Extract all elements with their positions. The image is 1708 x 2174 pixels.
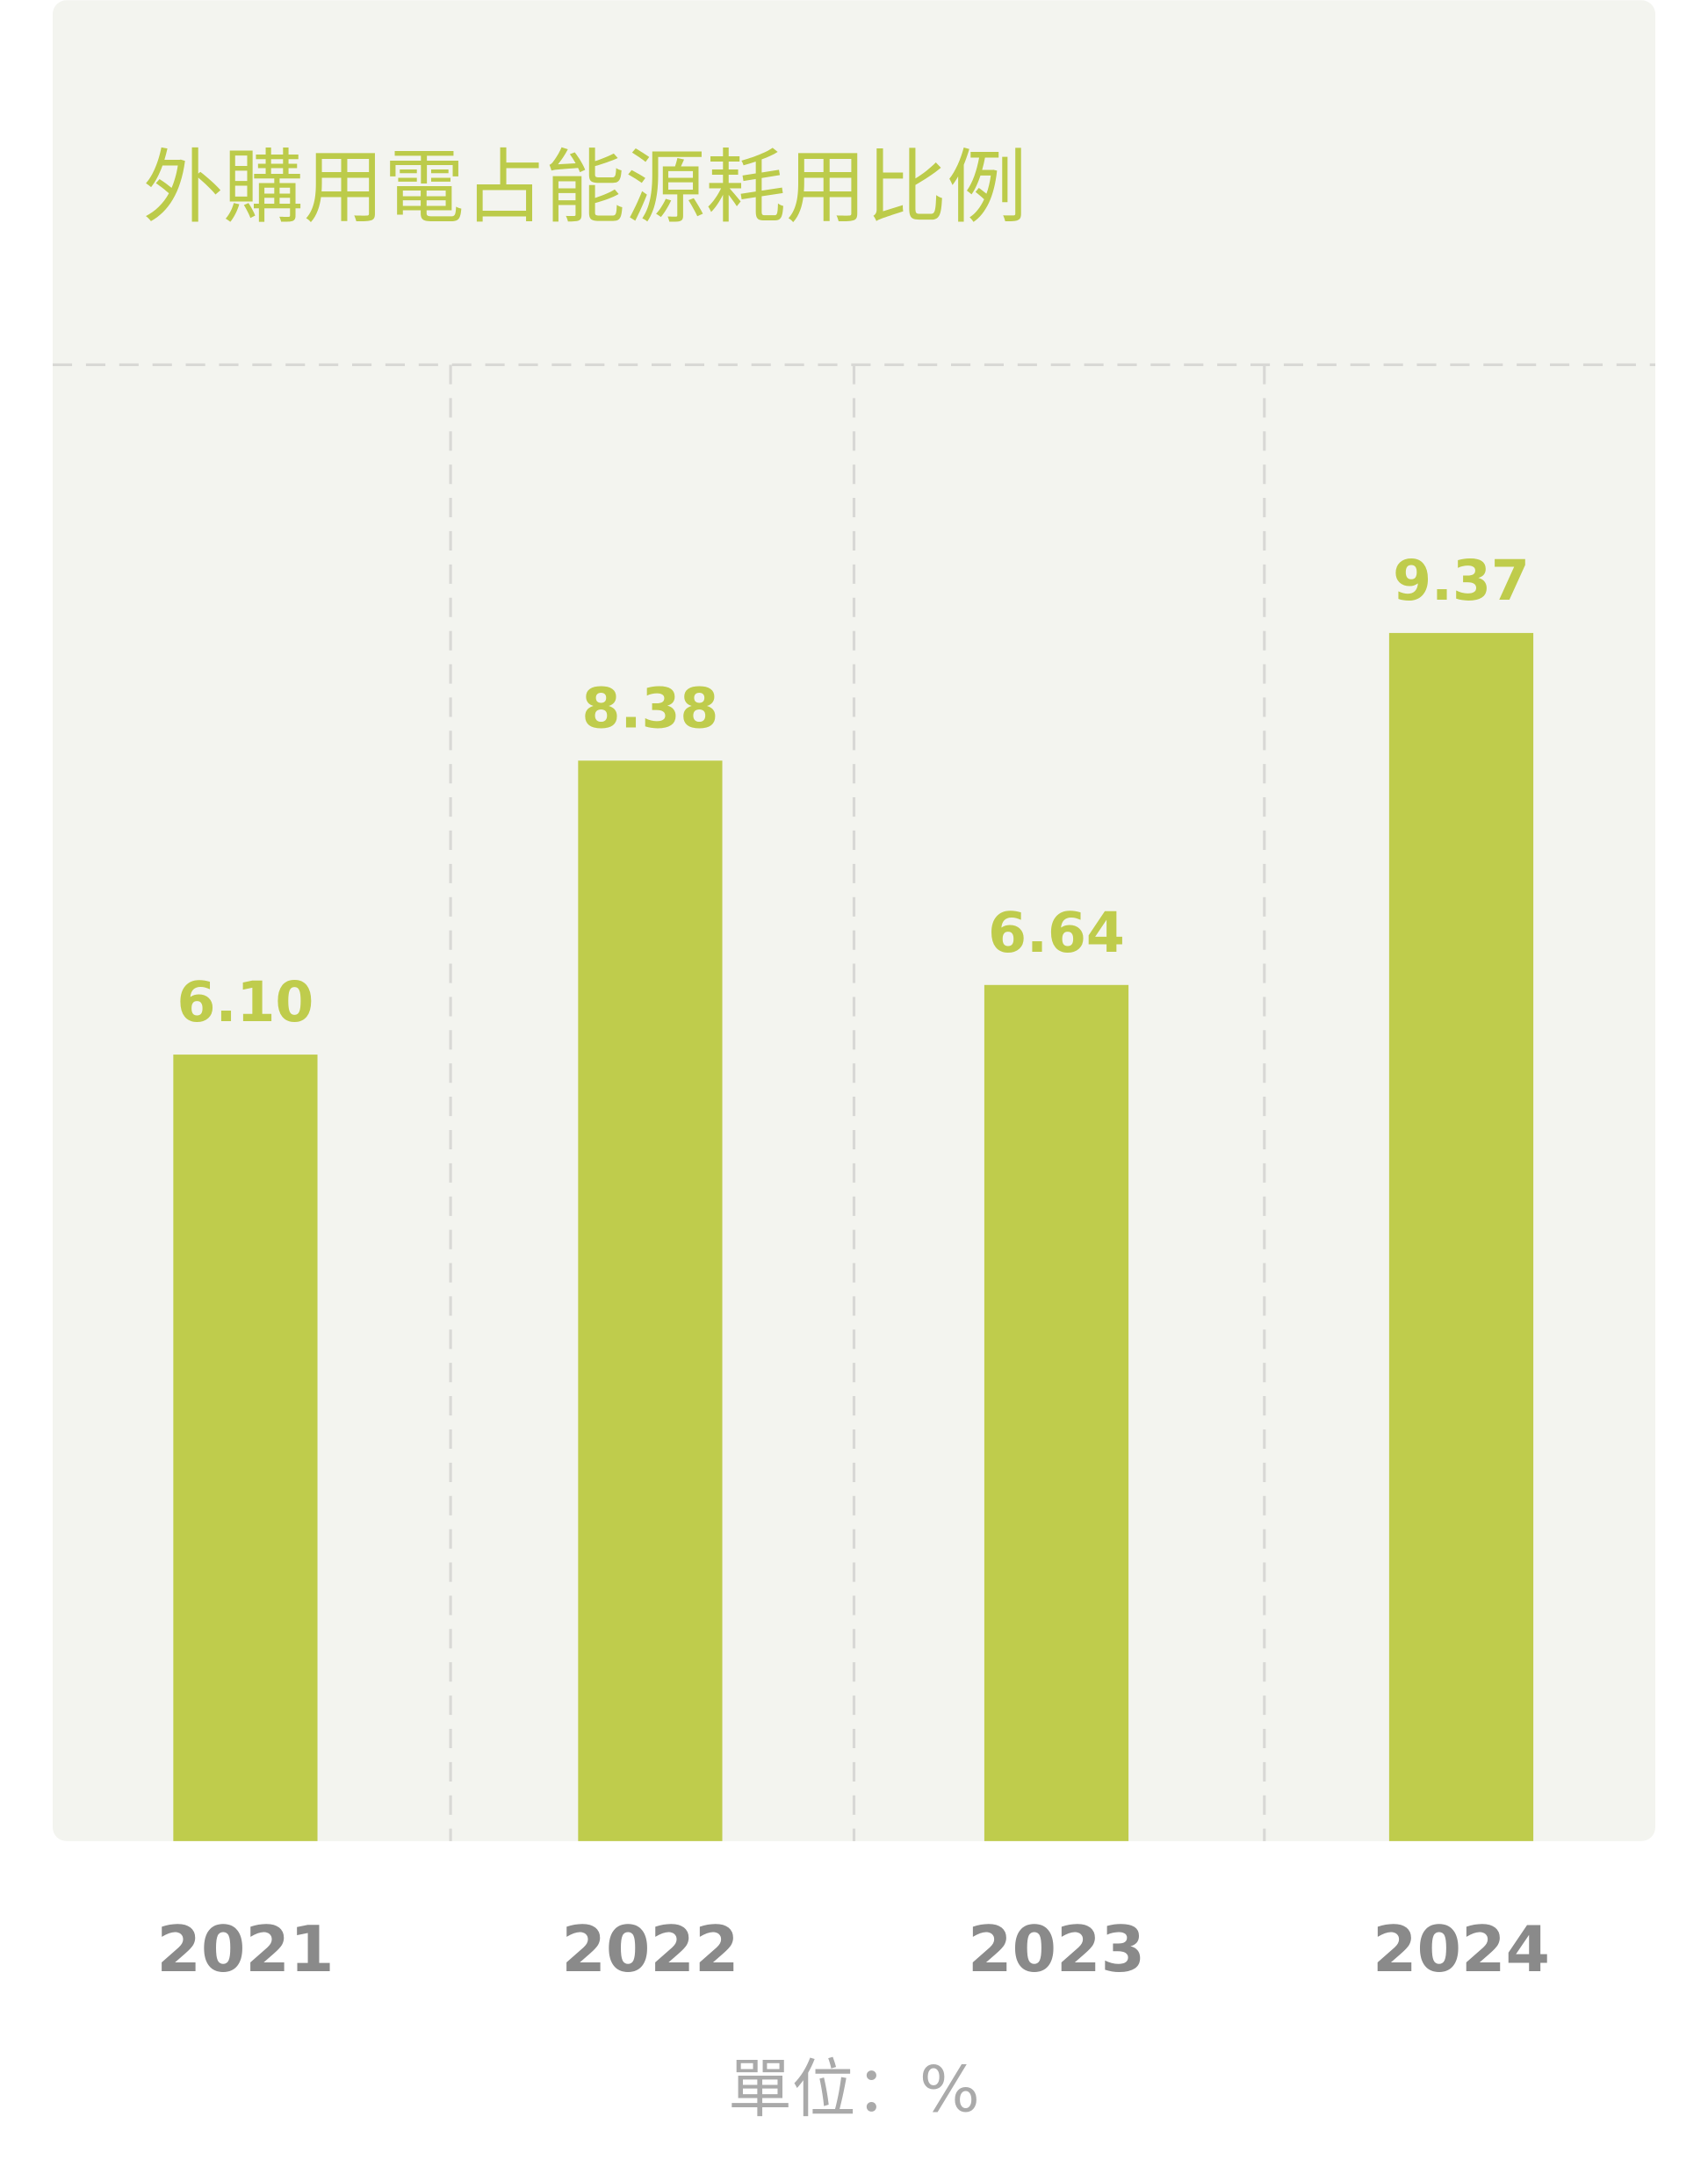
bar <box>578 760 723 1841</box>
value-label: 9.37 <box>1393 548 1530 613</box>
value-label: 8.38 <box>582 675 719 740</box>
unit-label: 單位：% <box>728 2054 980 2127</box>
x-tick-label: 2022 <box>561 1913 739 1987</box>
bar <box>173 1055 318 1841</box>
x-tick-label: 2023 <box>968 1913 1145 1987</box>
chart-title: 外購用電占能源耗用比例 <box>143 140 1027 234</box>
x-tick-label: 2024 <box>1373 1913 1550 1987</box>
chart-panel <box>52 0 1656 1841</box>
bar <box>984 984 1129 1841</box>
value-label: 6.64 <box>988 900 1125 965</box>
x-tick-label: 2021 <box>156 1913 334 1987</box>
value-label: 6.10 <box>177 969 314 1034</box>
bar <box>1388 632 1534 1841</box>
